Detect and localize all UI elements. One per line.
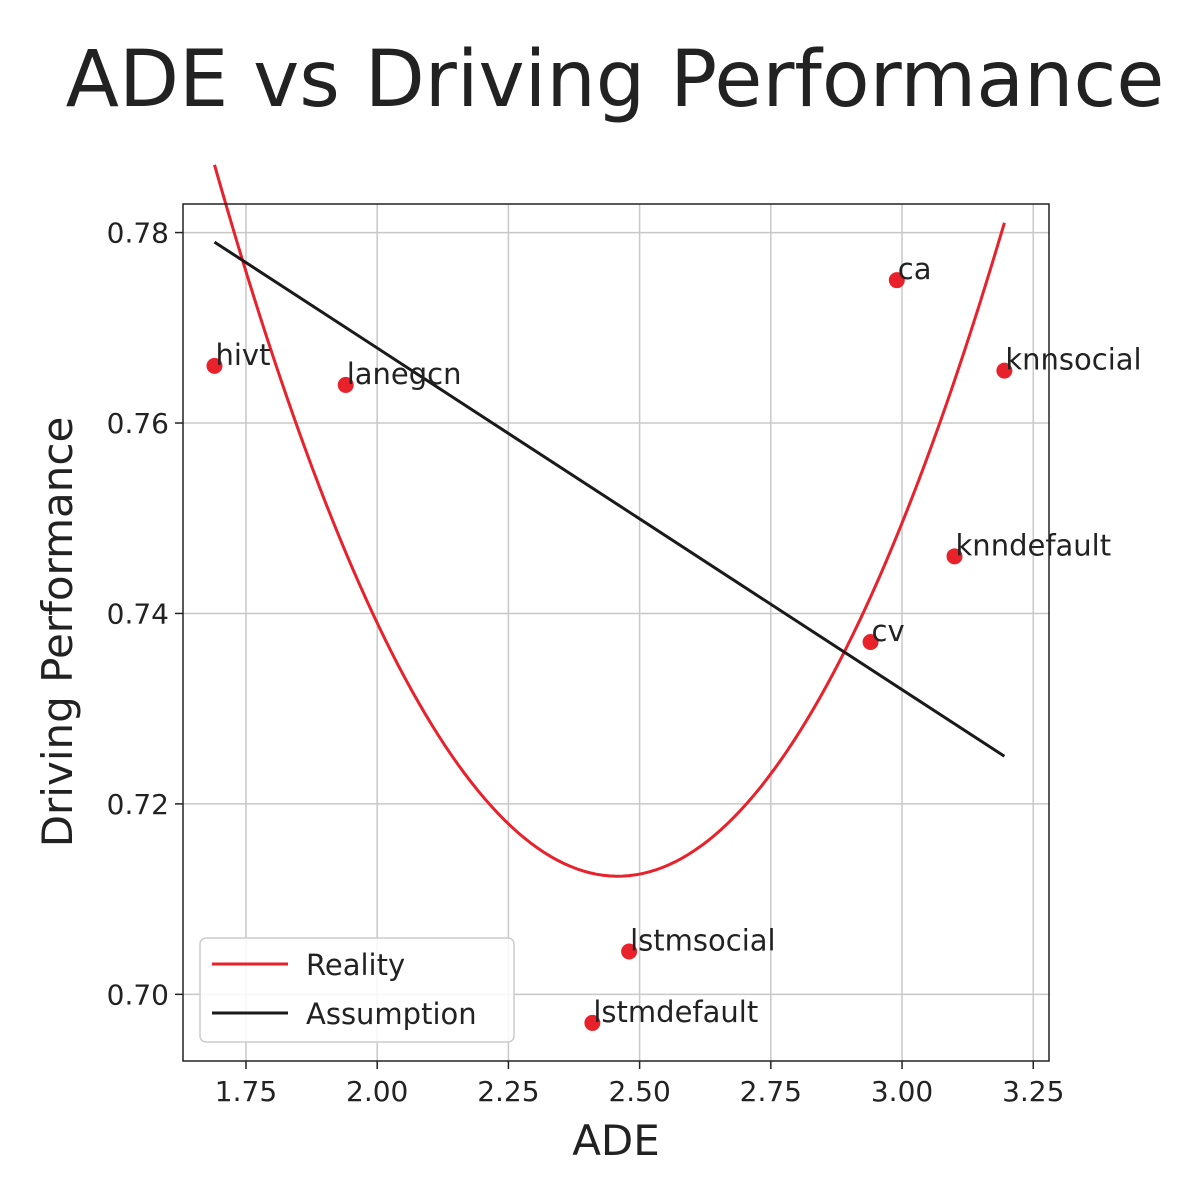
x-tick-label: 3.00 bbox=[871, 1075, 933, 1108]
data-point-lstmdefault bbox=[584, 1014, 601, 1031]
data-point-knnsocial bbox=[996, 362, 1013, 379]
y-tick-label: 0.76 bbox=[107, 407, 169, 440]
data-point-lanegcn bbox=[337, 376, 354, 393]
data-points: hivt lanegcn ca knnsocial knndefault cv lstmso… bbox=[206, 252, 1142, 1031]
grid-lines bbox=[183, 204, 1049, 1061]
y-tick-label: 0.78 bbox=[107, 217, 169, 250]
y-tick-label: 0.72 bbox=[107, 788, 169, 821]
point-label-knnsocial: knnsocial bbox=[1005, 343, 1141, 377]
point-label-cv: cv bbox=[872, 614, 905, 648]
y-axis-ticks: 0.70 0.72 0.74 0.76 0.78 bbox=[107, 217, 183, 1011]
data-point-lstmsocial bbox=[621, 943, 638, 960]
point-label-lanegcn: lanegcn bbox=[347, 357, 462, 391]
reality-curve bbox=[213, 164, 1006, 878]
legend-label-reality: Reality bbox=[306, 948, 405, 982]
plot-frame bbox=[182, 203, 1050, 1062]
y-tick-label: 0.70 bbox=[107, 978, 169, 1011]
x-tick-label: 2.00 bbox=[346, 1075, 408, 1108]
assumption-line bbox=[213, 240, 1006, 758]
data-point-knndefault bbox=[946, 548, 963, 565]
point-label-knndefault: knndefault bbox=[956, 528, 1112, 562]
data-point-cv bbox=[862, 634, 879, 651]
legend-label-assumption: Assumption bbox=[306, 997, 477, 1031]
x-tick-label: 2.25 bbox=[477, 1075, 539, 1108]
x-tick-label: 1.75 bbox=[215, 1075, 277, 1108]
point-label-hivt: hivt bbox=[215, 338, 270, 372]
x-tick-label: 3.25 bbox=[1002, 1075, 1064, 1108]
data-point-hivt bbox=[206, 357, 223, 374]
data-point-ca bbox=[888, 272, 905, 289]
x-axis-label: ADE bbox=[572, 1116, 660, 1165]
x-axis-ticks: 1.75 2.00 2.25 2.50 2.75 3.00 3.25 bbox=[215, 1061, 1064, 1108]
y-tick-label: 0.74 bbox=[107, 597, 169, 630]
x-tick-label: 2.50 bbox=[608, 1075, 670, 1108]
y-axis-label: Driving Performance bbox=[33, 417, 82, 848]
chart-title: ADE vs Driving Performance bbox=[66, 35, 1165, 125]
point-label-lstmsocial: lstmsocial bbox=[630, 923, 775, 957]
x-tick-label: 2.75 bbox=[740, 1075, 802, 1108]
point-label-ca: ca bbox=[898, 252, 932, 286]
point-label-lstmdefault: lstmdefault bbox=[593, 995, 758, 1029]
legend: Reality Assumption bbox=[199, 937, 515, 1043]
